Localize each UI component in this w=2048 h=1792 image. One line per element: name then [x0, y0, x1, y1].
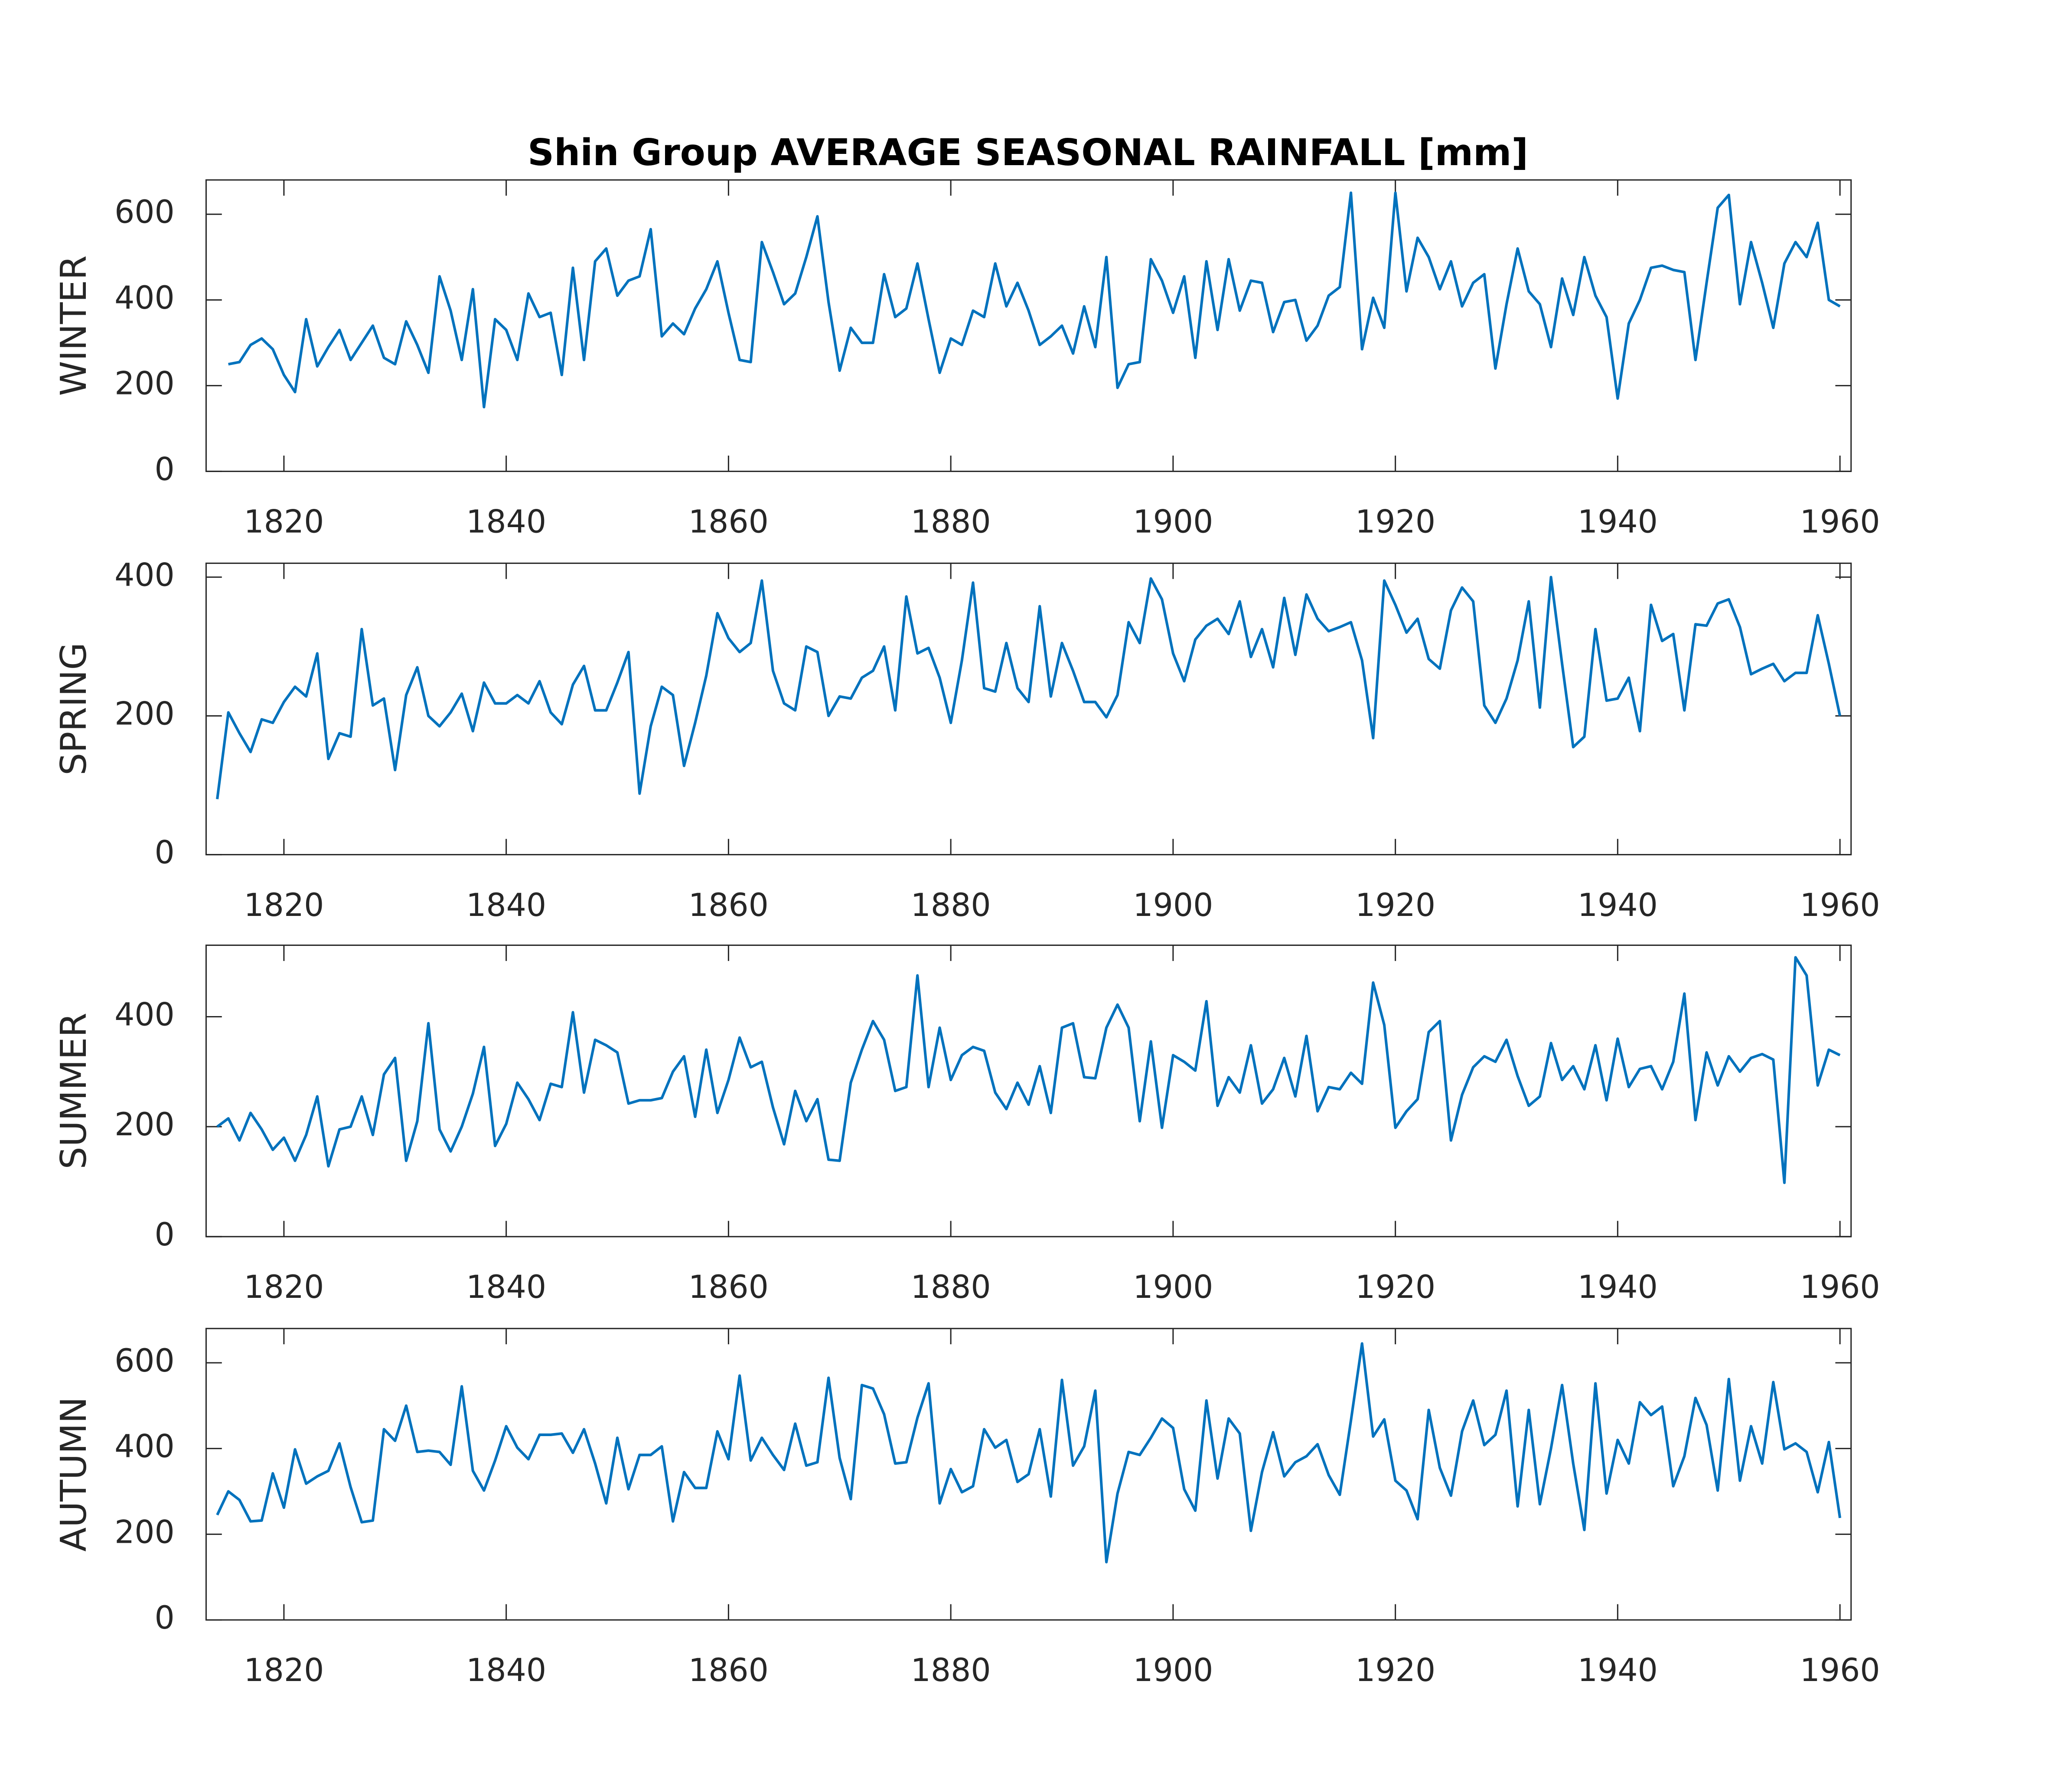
x-tick-label: 1880 [911, 887, 991, 924]
chart-title: Shin Group AVERAGE SEASONAL RAINFALL [mm… [528, 131, 1528, 174]
x-tick-label: 1880 [911, 1652, 991, 1689]
x-tick-label: 1920 [1355, 1269, 1435, 1306]
x-tick-label: 1880 [911, 504, 991, 541]
x-tick-label: 1960 [1800, 504, 1880, 541]
x-tick-label: 1900 [1133, 1269, 1213, 1306]
x-tick-label: 1820 [244, 504, 324, 541]
axes-box [205, 1328, 1852, 1621]
x-tick-label: 1920 [1355, 1652, 1435, 1689]
x-tick-label: 1880 [911, 1269, 991, 1306]
data-line [216, 576, 1842, 799]
y-tick-label: 400 [114, 280, 175, 316]
y-tick-label: 600 [114, 1343, 175, 1379]
y-tick-label: 400 [114, 557, 175, 593]
y-tick-label: 400 [114, 1429, 175, 1465]
x-tick-label: 1960 [1800, 887, 1880, 924]
y-tick-label: 400 [114, 997, 175, 1033]
x-tick-label: 1960 [1800, 1652, 1880, 1689]
y-tick-label: 0 [155, 1600, 175, 1636]
x-tick-label: 1900 [1133, 504, 1213, 541]
y-tick-label: 200 [114, 696, 175, 733]
data-line [228, 191, 1841, 409]
axes-box [205, 179, 1852, 472]
x-tick-label: 1940 [1578, 887, 1658, 924]
x-tick-label: 1960 [1800, 1269, 1880, 1306]
x-tick-label: 1840 [466, 887, 546, 924]
data-line [216, 956, 1841, 1184]
y-axis-label: WINTER [53, 255, 95, 396]
x-tick-label: 1900 [1133, 887, 1213, 924]
y-tick-label: 200 [114, 1514, 175, 1551]
x-tick-label: 1840 [466, 504, 546, 541]
x-tick-label: 1820 [244, 887, 324, 924]
x-tick-label: 1840 [466, 1269, 546, 1306]
x-tick-label: 1900 [1133, 1652, 1213, 1689]
x-tick-label: 1920 [1355, 887, 1435, 924]
axes-box [205, 562, 1852, 856]
axes-box [205, 945, 1852, 1238]
x-tick-label: 1860 [688, 504, 769, 541]
y-tick-label: 0 [155, 1217, 175, 1253]
y-tick-label: 200 [114, 366, 175, 402]
x-tick-label: 1840 [466, 1652, 546, 1689]
data-line [216, 1342, 1842, 1564]
y-tick-label: 200 [114, 1107, 175, 1143]
y-tick-label: 0 [155, 451, 175, 488]
y-axis-label: AUTUMN [53, 1397, 95, 1551]
y-axis-label: SPRING [53, 642, 95, 775]
x-tick-label: 1860 [688, 1269, 769, 1306]
x-tick-label: 1940 [1578, 1652, 1658, 1689]
x-tick-label: 1860 [688, 1652, 769, 1689]
x-tick-label: 1940 [1578, 504, 1658, 541]
x-tick-label: 1820 [244, 1652, 324, 1689]
x-tick-label: 1920 [1355, 504, 1435, 541]
y-tick-label: 600 [114, 194, 175, 231]
x-tick-label: 1940 [1578, 1269, 1658, 1306]
x-tick-label: 1860 [688, 887, 769, 924]
y-tick-label: 0 [155, 835, 175, 871]
y-axis-label: SUMMER [53, 1013, 95, 1169]
x-tick-label: 1820 [244, 1269, 324, 1306]
